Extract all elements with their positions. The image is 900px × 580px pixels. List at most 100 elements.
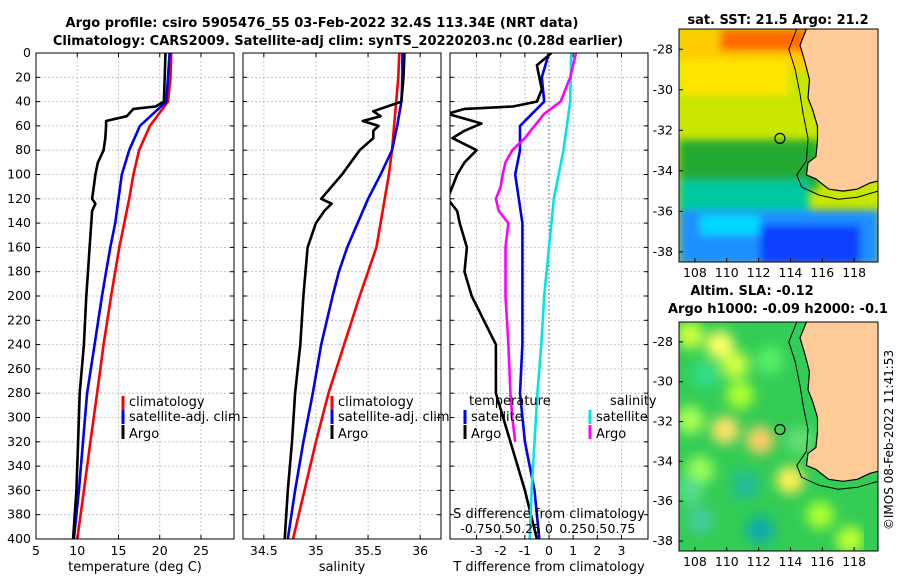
sla-map-frame	[678, 321, 879, 552]
sla-lon-label-2: 112	[747, 554, 771, 569]
sla-lon-label-0: 108	[683, 554, 707, 569]
sst-yellow-band	[679, 60, 789, 95]
difference-legend: temperature salinity satellite Argo sate…	[463, 394, 657, 442]
difference-xtick-label-6: 3	[617, 543, 625, 558]
sla-blob-0	[679, 322, 704, 349]
legend-t-argo-label: Argo	[471, 427, 501, 442]
salinity-legend: climatology satellite-adj. clim Argo	[330, 395, 450, 442]
sla-lat-label-2: -32	[653, 414, 673, 429]
sla-lon-label-3: 114	[779, 554, 803, 569]
difference-top-tick-label-5: 0.5	[587, 521, 607, 536]
sst-hot-north	[720, 29, 810, 51]
sst-deep-blue	[760, 225, 860, 262]
difference-xtick-label-3: 0	[545, 543, 553, 558]
sst-lon-label-0: 108	[683, 265, 707, 280]
difference-top-tick-label-3: 0	[545, 521, 553, 536]
sla-land	[800, 322, 878, 482]
temperature-xtick-label-3: 20	[152, 543, 168, 558]
difference-ticks: -3 -2 -1 0 1 2 3	[450, 52, 648, 558]
depth-tick-label-120: 120	[7, 191, 31, 206]
sla-blob-15	[786, 426, 814, 454]
sla-map-field	[679, 322, 878, 551]
figure-title-line2: Climatology: CARS2009. Satellite-adj cli…	[53, 34, 623, 49]
sst-lon-label-4: 116	[810, 265, 834, 280]
depth-tick-label-200: 200	[7, 288, 31, 303]
depth-tick-label-80: 80	[15, 142, 31, 157]
sst-lon-label-2: 112	[747, 265, 771, 280]
sla-coastline	[799, 322, 878, 482]
difference-xtick-label-4: 1	[569, 543, 577, 558]
sla-lat-label-1: -30	[653, 374, 673, 389]
legend-s-argo-label: Argo	[596, 427, 626, 442]
sst-lat-label-2: -32	[653, 122, 673, 137]
salinity-xtick-label-0: 34.5	[250, 543, 278, 558]
temperature-series	[71, 53, 173, 539]
sla-blob-13	[746, 516, 774, 544]
legend-climatology-label: climatology	[129, 395, 205, 410]
depth-tick-label-220: 220	[7, 312, 31, 327]
sst-lon-label-3: 114	[779, 265, 803, 280]
salinity-series-1	[286, 53, 404, 539]
sst-map-frame	[678, 28, 879, 263]
salinity-xtick-label-3: 36	[412, 543, 428, 558]
depth-tick-label-0: 0	[23, 45, 31, 60]
sla-blob-6	[711, 416, 739, 444]
sla-blob-1	[706, 331, 734, 359]
difference-xtick-label-5: 2	[593, 543, 601, 558]
sla-lon-label-5: 118	[842, 554, 866, 569]
sla-lat-label-4: -36	[653, 493, 673, 508]
difference-top-tick-label-4: 0.25	[559, 521, 587, 536]
s-legend-argo-label: Argo	[338, 427, 368, 442]
salinity-series-2	[283, 53, 406, 539]
sst-land	[800, 29, 878, 192]
sla-blob-14	[836, 526, 864, 551]
sst-lon-label-1: 110	[715, 265, 739, 280]
temperature-legend: climatology satellite-adj. clim Argo	[121, 395, 241, 442]
sla-lon-label-4: 116	[810, 554, 834, 569]
sla-blob-5	[679, 406, 704, 434]
sst-map-ticks: 108 110 112 114 116 118 -28 -30 -32 -34 -36 -38	[653, 41, 867, 280]
sla-blob-4	[756, 346, 784, 374]
legend-argo-label: Argo	[129, 427, 159, 442]
sla-lat-label-5: -38	[653, 533, 673, 548]
depth-tick-label-60: 60	[15, 118, 31, 133]
depth-tick-label-260: 260	[7, 361, 31, 376]
sla-blob-11	[806, 501, 834, 529]
difference-xlabel: T difference from climatology	[452, 560, 645, 575]
sst-coastline	[799, 29, 878, 192]
difference-top-tick-label-2: -0.25	[509, 521, 541, 536]
depth-tick-label-360: 360	[7, 482, 31, 497]
sla-blob-7	[746, 426, 774, 454]
depth-tick-label-140: 140	[7, 215, 31, 230]
depth-tick-label-40: 40	[15, 94, 31, 109]
sla-shelf-contour	[788, 322, 878, 490]
sst-shelf-contour	[788, 29, 878, 200]
salinity-panel: 34.5 35 35.5 36 salinity climatology satell…	[242, 52, 450, 575]
difference-xtick-label-1: -2	[494, 543, 506, 558]
temperature-xtick-label-1: 10	[69, 543, 85, 558]
sst-lat-label-5: -38	[653, 244, 673, 259]
sla-lat-label-3: -34	[653, 453, 673, 468]
salinity-ticks: 34.5 35 35.5 36	[243, 52, 441, 558]
difference-top-tick-label-6: 0.75	[608, 521, 636, 536]
temperature-series-0	[76, 53, 173, 539]
difference-xtick-label-2: -1	[519, 543, 531, 558]
salinity-xlabel: salinity	[319, 560, 366, 575]
temperature-xlabel: temperature (deg C)	[68, 560, 202, 575]
sla-blob-12	[686, 506, 714, 534]
depth-tick-label-320: 320	[7, 434, 31, 449]
depth-tick-label-180: 180	[7, 264, 31, 279]
difference-top-tick-label-0: -0.75	[460, 521, 492, 536]
legend-t-satellite-label: satellite	[471, 410, 523, 425]
temperature-ticks: 0 20 40 60 80 100 120 140 160 180 200 220 240 260 280 3…	[7, 45, 234, 558]
legend-s-satellite-label: satellite	[596, 410, 648, 425]
sla-blob-9	[731, 471, 759, 499]
depth-tick-label-20: 20	[15, 69, 31, 84]
sst-map-title: sat. SST: 21.5 Argo: 21.2	[687, 13, 868, 28]
legend-temperature-title: temperature	[469, 394, 551, 409]
sst-lat-label-0: -28	[653, 41, 673, 56]
difference-salinity-series-0	[528, 53, 573, 539]
sst-lat-label-3: -34	[653, 163, 673, 178]
legend-salinity-title: salinity	[610, 394, 657, 409]
